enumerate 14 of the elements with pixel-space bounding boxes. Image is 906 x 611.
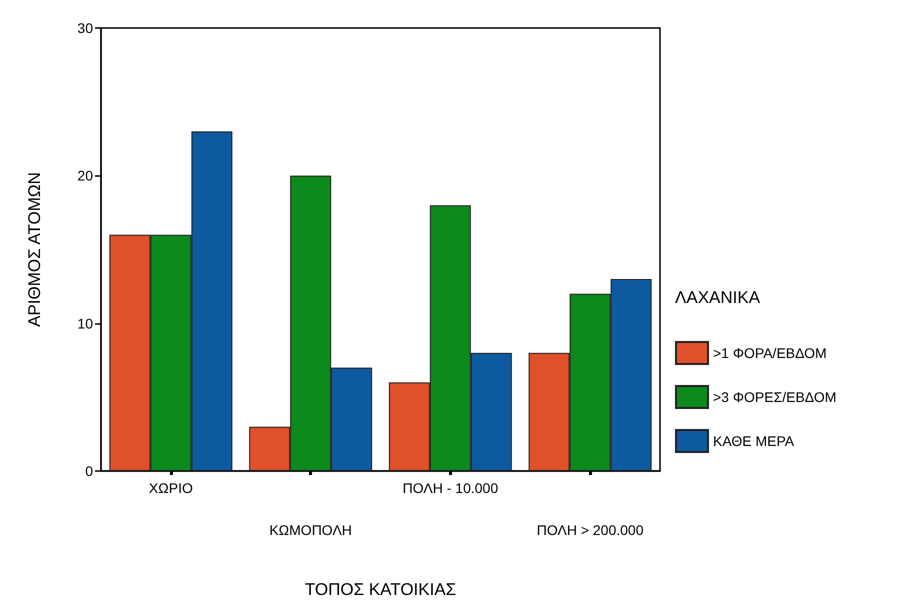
legend-title: ΛΑΧΑΝΙΚΑ (675, 288, 761, 307)
legend-label: >3 ΦΟΡΕΣ/ΕΒΔΟΜ (713, 389, 836, 405)
y-tick-label: 0 (85, 463, 94, 479)
x-tick-label: ΚΩΜΟΠΟΛΗ (269, 522, 352, 538)
legend-label: ΚΑΘΕ ΜΕΡΑ (713, 433, 795, 449)
y-axis-title: ΑΡΙΘΜΟΣ ΑΤΟΜΩΝ (25, 172, 44, 327)
y-tick-label: 20 (77, 168, 94, 184)
x-tick-label: ΠΟΛΗ - 10.000 (402, 480, 498, 496)
y-tick-label: 30 (77, 20, 94, 36)
y-tick-label: 10 (77, 315, 94, 332)
x-axis-title: ΤΟΠΟΣ ΚΑΤΟΙΚΙΑΣ (304, 580, 456, 599)
x-tick-label: ΧΩΡΙΟ (148, 480, 193, 496)
x-tick-label: ΠΟΛΗ > 200.000 (536, 522, 644, 538)
legend-label: >1 ΦΟΡΑ/ΕΒΔΟΜ (713, 345, 827, 361)
